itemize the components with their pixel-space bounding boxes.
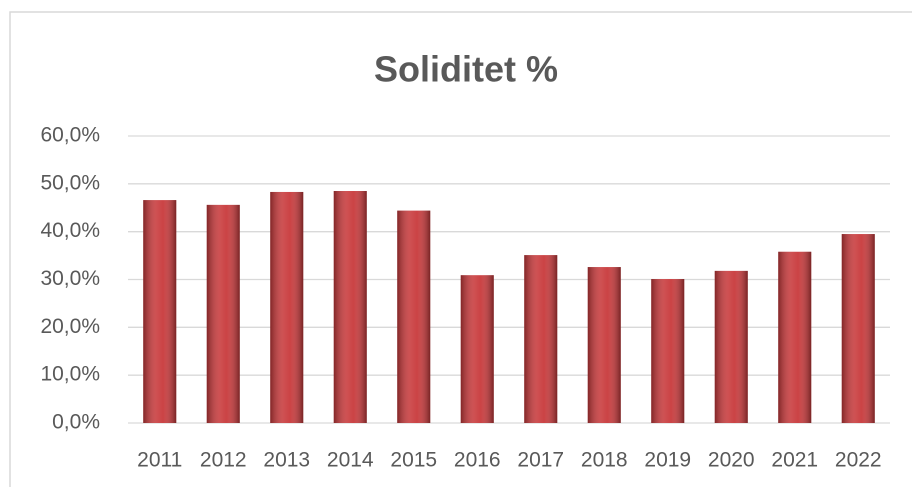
y-tick-label: 50,0% <box>40 171 100 194</box>
bar <box>460 275 494 423</box>
x-tick-label: 2018 <box>581 449 628 472</box>
x-tick-label: 2016 <box>454 449 501 472</box>
x-tick-label: 2020 <box>708 449 755 472</box>
x-tick-label: 2019 <box>644 449 691 472</box>
bar <box>524 255 558 423</box>
x-tick-label: 2011 <box>137 449 182 472</box>
x-tick-label: 2015 <box>390 449 437 472</box>
bar <box>841 234 875 423</box>
bar <box>651 279 685 423</box>
bar <box>778 251 812 423</box>
x-tick-label: 2022 <box>835 449 882 472</box>
y-tick-label: 10,0% <box>40 363 100 386</box>
bar <box>270 191 304 423</box>
bar <box>206 204 240 423</box>
x-tick-label: 2012 <box>200 449 247 472</box>
y-tick-label: 20,0% <box>40 315 100 338</box>
bar <box>587 267 621 423</box>
y-tick-label: 0,0% <box>52 411 100 434</box>
x-tick-label: 2014 <box>327 449 374 472</box>
bar <box>714 270 748 423</box>
y-tick-label: 30,0% <box>40 267 100 290</box>
chart-frame <box>9 11 912 487</box>
bar <box>397 210 431 423</box>
x-tick-label: 2013 <box>263 449 310 472</box>
y-tick-label: 40,0% <box>40 219 100 242</box>
x-tick-label: 2021 <box>771 449 818 472</box>
bar <box>333 191 367 423</box>
chart-title: Soliditet % <box>374 49 558 90</box>
x-tick-label: 2017 <box>517 449 564 472</box>
y-tick-label: 60,0% <box>40 124 100 147</box>
bar <box>143 200 177 423</box>
